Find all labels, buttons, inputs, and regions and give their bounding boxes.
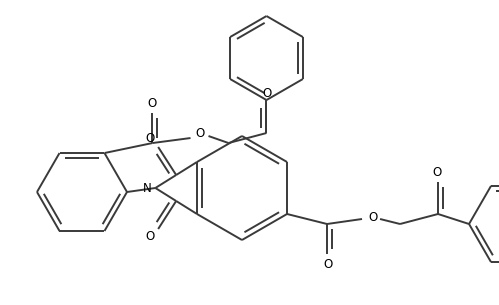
Text: O: O <box>323 257 333 271</box>
Text: N: N <box>143 181 152 195</box>
Text: O: O <box>368 210 378 224</box>
Text: O: O <box>146 231 155 243</box>
Text: O: O <box>148 96 157 109</box>
Text: O: O <box>263 87 272 99</box>
Text: O: O <box>146 132 155 145</box>
Text: O: O <box>196 127 205 139</box>
Text: O: O <box>433 166 442 178</box>
